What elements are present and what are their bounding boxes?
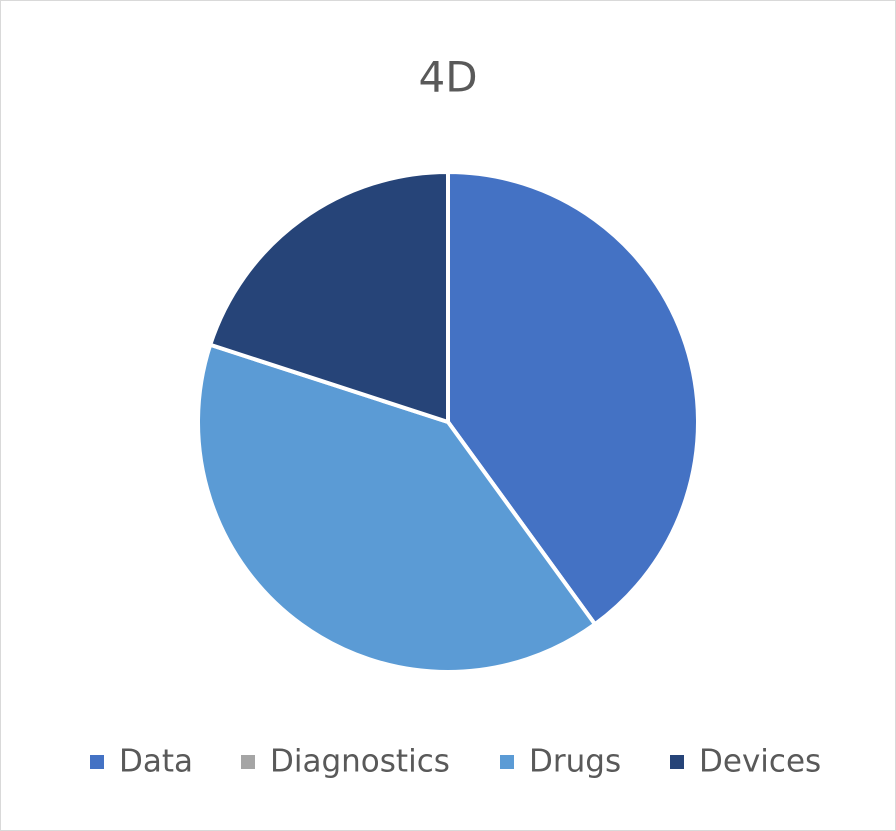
pie-slice — [208, 170, 450, 424]
chart-title: 4D — [418, 53, 477, 102]
legend-label: Diagnostics — [270, 744, 450, 780]
pie-slice — [196, 342, 597, 674]
legend-label: Data — [119, 744, 193, 780]
legend-label: Drugs — [529, 744, 621, 780]
legend-swatch — [500, 755, 514, 769]
pie-slice — [446, 170, 700, 627]
legend-label: Devices — [699, 744, 821, 780]
legend-swatch — [90, 755, 104, 769]
legend-swatch — [241, 755, 255, 769]
legend-swatch — [670, 755, 684, 769]
